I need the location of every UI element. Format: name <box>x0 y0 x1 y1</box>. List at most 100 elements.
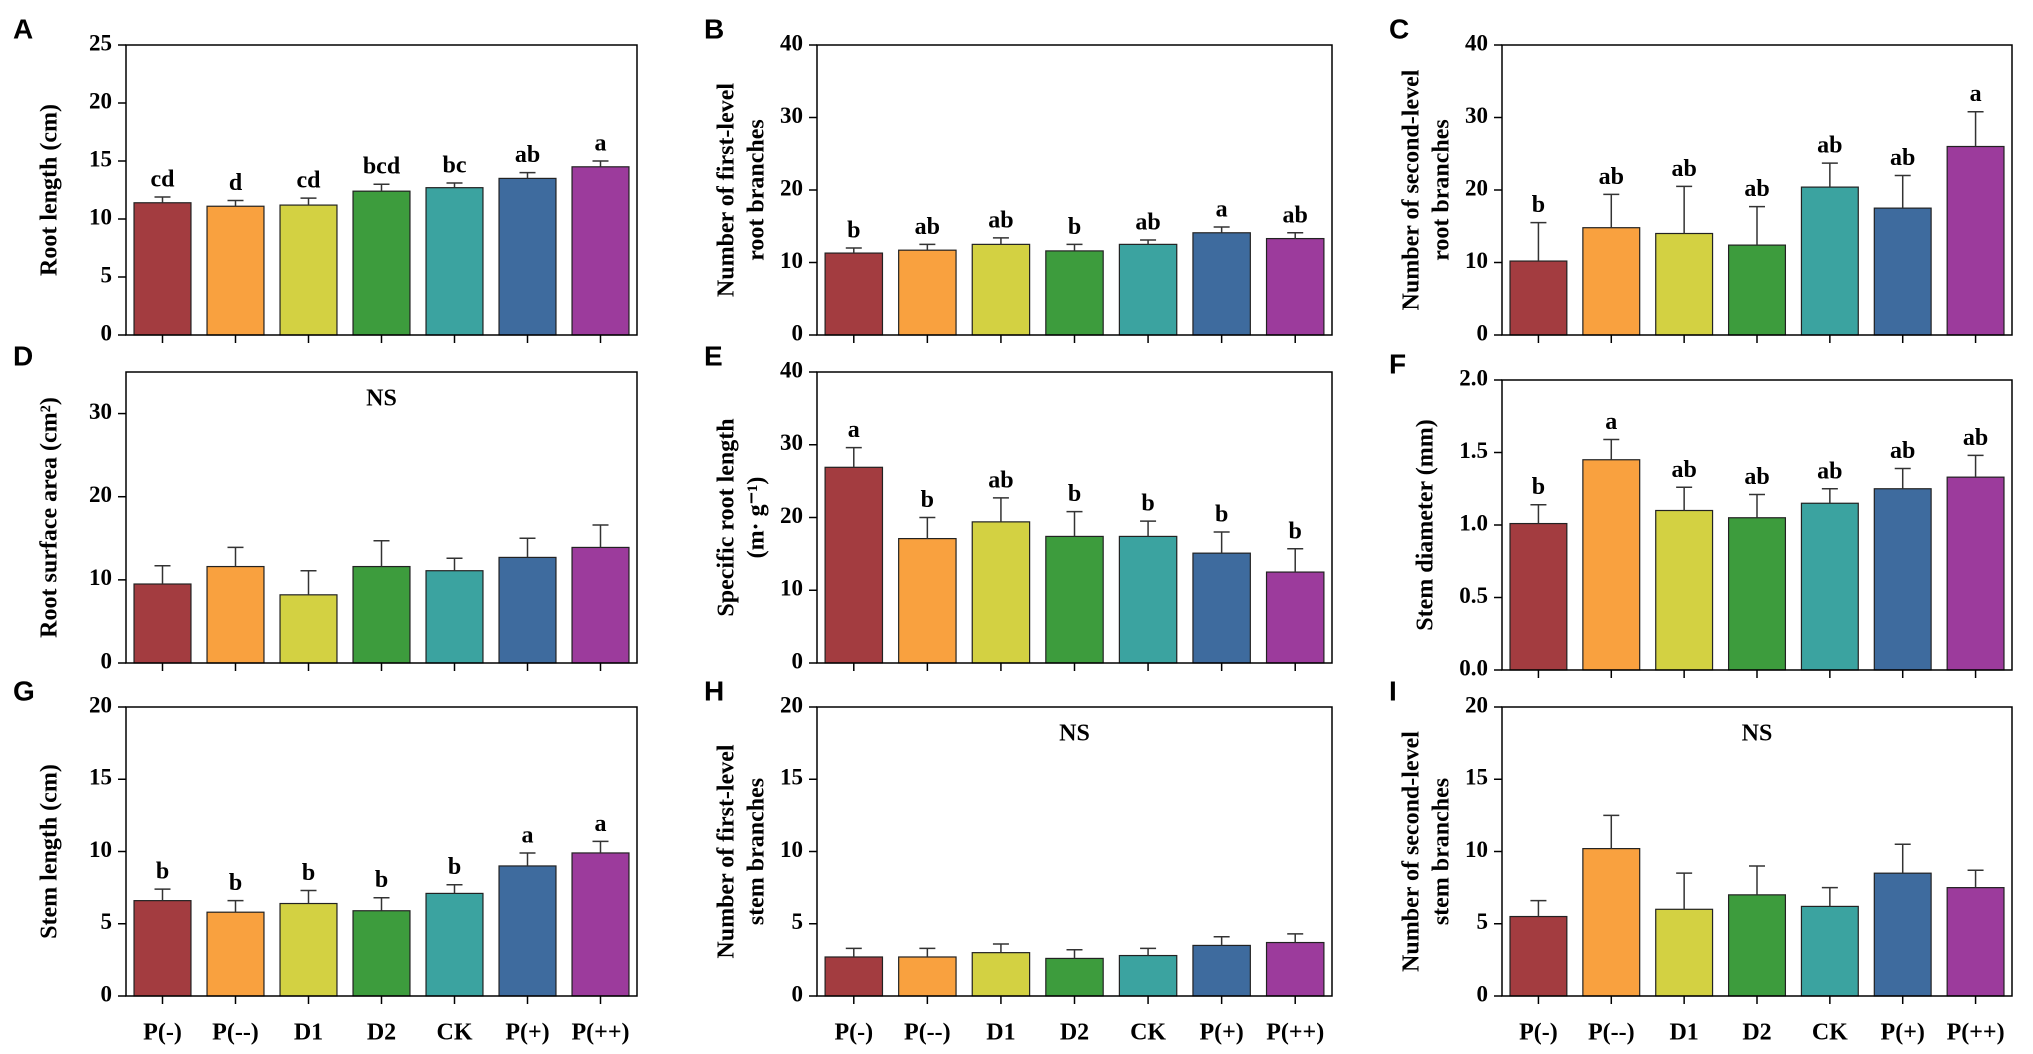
x-tick-label: P(--) <box>1588 1020 1635 1046</box>
significance-label: ab <box>515 142 540 168</box>
significance-label: cd <box>297 168 322 194</box>
y-tick-label: 10 <box>1465 837 1488 862</box>
error-bar <box>1894 843 1911 874</box>
significance-label: ab <box>1135 210 1160 236</box>
y-tick-label: 20 <box>89 88 112 113</box>
bar <box>1045 250 1104 336</box>
panel: F Stem diameter (mm) 0.0 0.5 1.0 1.5 2.0 b a ab ab… <box>1389 348 2013 680</box>
y-axis-label: Specific root length <box>714 418 740 616</box>
bar <box>1265 941 1325 997</box>
y-tick-label: 40 <box>780 357 803 382</box>
significance-label: b <box>375 867 388 893</box>
y-tick-label: 40 <box>780 30 803 55</box>
error-bar <box>1066 243 1083 251</box>
error-bar <box>919 947 936 957</box>
bar <box>1118 954 1178 997</box>
panel: G Stem length (cm) 0 5 10 15 20 b P(-) b P(--) b D1 b… <box>13 675 638 1046</box>
error-bar <box>446 182 463 188</box>
panel: A Root length (cm) 0 5 10 15 20 25 cd d cd bcd bc ab a <box>13 13 638 345</box>
panel: H Number of first-level stem branches 0 5 10 1… <box>704 675 1333 1046</box>
y-tick-label: 10 <box>1465 248 1488 273</box>
y-tick-label: 25 <box>89 30 112 55</box>
y-tick-label: 1.5 <box>1459 438 1488 463</box>
bar <box>206 911 265 997</box>
y-tick-label: 15 <box>89 765 112 790</box>
y-axis-label: Number of first-level <box>714 83 740 297</box>
y-tick-label: 5 <box>1477 909 1489 934</box>
y-axis-label: Stem diameter (mm) <box>1413 419 1439 630</box>
significance-label: ab <box>1890 438 1915 464</box>
panel-letter: D <box>13 340 33 371</box>
significance-label: ab <box>988 467 1013 493</box>
error-bar <box>1676 486 1693 511</box>
y-tick-label: 10 <box>780 837 803 862</box>
y-tick-label: 30 <box>780 430 803 455</box>
bar <box>1045 535 1104 664</box>
y-tick-label: 0 <box>792 648 804 673</box>
y-tick-label: 20 <box>1465 175 1488 200</box>
y-tick-label: 1.0 <box>1459 510 1488 535</box>
x-tick-label: P(--) <box>904 1020 951 1046</box>
y-axis-label: root branches <box>744 119 770 261</box>
significance-label: ab <box>988 207 1013 233</box>
x-tick-label: CK <box>1812 1020 1848 1046</box>
panel: B Number of first-level root branches 0 10 20… <box>704 13 1333 345</box>
x-tick-label: D1 <box>294 1020 323 1046</box>
significance-label: b <box>156 859 169 885</box>
bar <box>571 852 630 997</box>
bar <box>425 570 484 664</box>
panel-letter: F <box>1389 348 1406 379</box>
annotation: NS <box>366 386 397 412</box>
error-bar <box>1821 162 1838 188</box>
significance-label: a <box>595 131 607 157</box>
error-bar <box>1603 438 1620 460</box>
significance-label: a <box>1970 81 1982 107</box>
error-bar <box>919 243 936 251</box>
error-bar <box>1821 886 1838 907</box>
y-tick-label: 20 <box>780 503 803 528</box>
panel-letter: I <box>1389 675 1397 706</box>
bar <box>498 865 557 997</box>
y-axis-label: Stem length (cm) <box>37 764 63 939</box>
x-tick-label: D2 <box>367 1020 396 1046</box>
error-bar <box>845 446 862 468</box>
significance-label: ab <box>1890 145 1915 171</box>
bar <box>1582 848 1641 997</box>
x-tick-label: P(++) <box>1266 1020 1324 1046</box>
bar <box>498 556 557 664</box>
y-tick-label: 0 <box>1477 981 1489 1006</box>
bar <box>1946 476 2005 671</box>
error-bar <box>1749 865 1765 895</box>
x-tick-label: CK <box>1130 1020 1166 1046</box>
error-bar <box>1821 488 1838 504</box>
error-bar <box>592 840 609 853</box>
bar <box>206 565 265 664</box>
error-bar <box>1603 193 1620 228</box>
x-tick-label: D2 <box>1060 1020 1089 1046</box>
significance-label: ab <box>1599 164 1624 190</box>
bar <box>1045 957 1104 997</box>
error-bar <box>1530 899 1547 917</box>
significance-label: b <box>1289 518 1302 544</box>
error-bar <box>227 546 244 567</box>
error-bar <box>1140 520 1157 537</box>
y-tick-label: 30 <box>780 103 803 128</box>
plot-frame <box>816 371 1333 664</box>
x-tick-label: CK <box>437 1020 473 1046</box>
bar <box>1509 915 1568 997</box>
error-bar <box>519 537 536 558</box>
y-tick-label: 20 <box>780 692 803 717</box>
error-bar <box>1287 933 1304 943</box>
y-tick-label: 20 <box>1465 692 1488 717</box>
x-tick-label: P(+) <box>505 1020 549 1046</box>
significance-label: b <box>1532 474 1545 500</box>
error-bar <box>992 237 1009 245</box>
error-bar <box>1967 869 1984 888</box>
y-axis-label: root branches <box>1429 119 1455 261</box>
bar <box>1655 509 1714 671</box>
y-tick-label: 0 <box>792 320 804 345</box>
significance-label: ab <box>1671 457 1696 483</box>
y-tick-label: 5 <box>101 909 113 934</box>
y-tick-label: 15 <box>780 765 803 790</box>
